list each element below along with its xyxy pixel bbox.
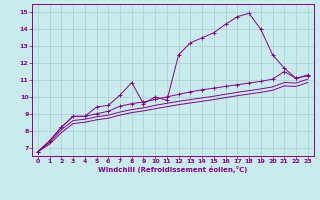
X-axis label: Windchill (Refroidissement éolien,°C): Windchill (Refroidissement éolien,°C) — [98, 166, 247, 173]
